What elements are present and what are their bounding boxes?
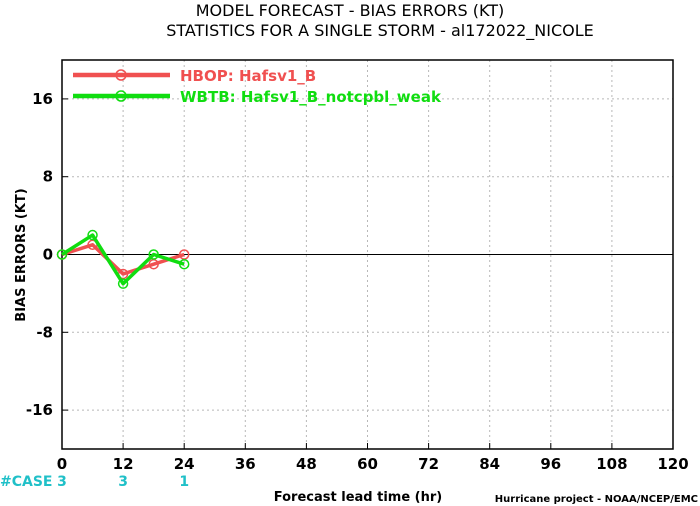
chart-title: MODEL FORECAST - BIAS ERRORS (KT) xyxy=(196,1,505,20)
x-tick-label: 60 xyxy=(357,455,378,473)
x-tick-label: 12 xyxy=(113,455,134,473)
series-2-point xyxy=(117,278,129,289)
case-counts: 3 3 1 xyxy=(57,474,189,490)
legend-marker-2 xyxy=(115,90,127,102)
chart-subtitle: STATISTICS FOR A SINGLE STORM - al172022… xyxy=(166,21,594,41)
series-2-point xyxy=(87,229,98,241)
series-2-point xyxy=(148,249,159,260)
x-axis-label: Forecast lead time (hr) xyxy=(274,490,442,505)
x-tick-label: 96 xyxy=(540,455,561,473)
series-layer xyxy=(56,229,190,289)
y-tick-label: 8 xyxy=(43,168,53,186)
series-line-1 xyxy=(61,243,185,276)
axis-ticks: 0 12 24 36 48 60 72 84 96 108 120 -16 -8 0 8 16 xyxy=(26,90,689,473)
x-tick-label: 108 xyxy=(596,455,627,473)
case-count: 1 xyxy=(179,474,189,490)
y-axis-label: BIAS ERRORS (KT) xyxy=(14,188,29,321)
legend-label-2: WBTB: Hafsv1_B_notcpbl_weak xyxy=(180,88,442,106)
x-tick-label: 48 xyxy=(296,455,317,473)
y-tick-label: -8 xyxy=(36,323,53,341)
case-count: 3 xyxy=(118,474,128,490)
case-count-label: #CASE xyxy=(0,474,53,490)
series-2-point xyxy=(178,258,190,270)
credit-text: Hurricane project - NOAA/NCEP/EMC xyxy=(495,494,698,505)
x-tick-label: 24 xyxy=(174,455,195,473)
series-2-point xyxy=(56,249,68,260)
x-tick-label: 84 xyxy=(479,455,500,473)
grid-lines xyxy=(62,60,673,449)
x-tick-label: 120 xyxy=(657,455,688,473)
y-tick-label: 0 xyxy=(43,246,53,264)
x-tick-label: 72 xyxy=(418,455,439,473)
x-tick-label: 0 xyxy=(57,455,67,473)
legend-label-1: HBOP: Hafsv1_B xyxy=(180,67,316,85)
x-tick-label: 36 xyxy=(235,455,256,473)
y-tick-label: -16 xyxy=(26,401,53,419)
y-tick-label: 16 xyxy=(32,90,53,108)
case-count: 3 xyxy=(57,474,67,490)
series-line-2 xyxy=(61,233,185,286)
legend: HBOP: Hafsv1_B WBTB: Hafsv1_B_notcpbl_wea… xyxy=(73,67,442,106)
legend-marker-1 xyxy=(115,69,127,81)
